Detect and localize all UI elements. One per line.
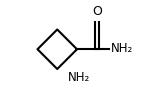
Text: NH₂: NH₂	[111, 42, 133, 55]
Text: NH₂: NH₂	[68, 71, 90, 84]
Text: O: O	[92, 5, 102, 18]
